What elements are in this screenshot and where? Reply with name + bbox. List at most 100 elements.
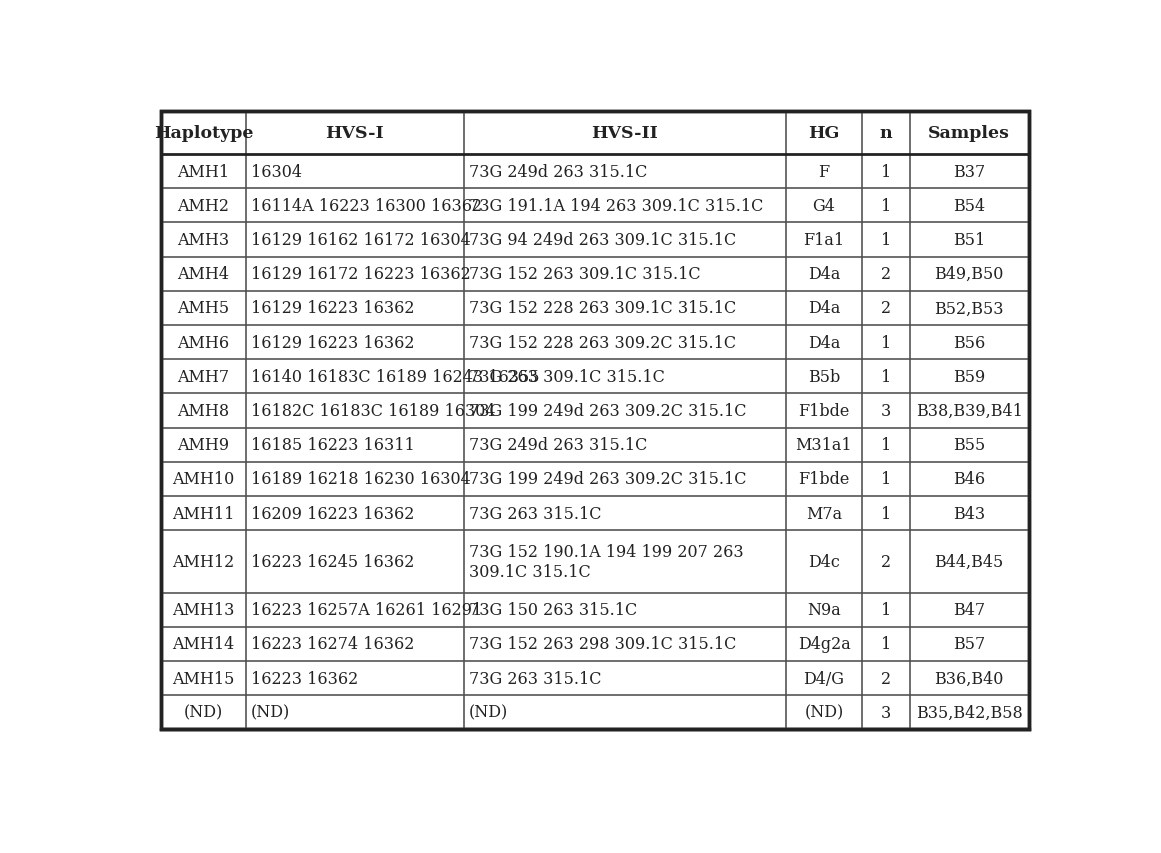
Text: HVS-II: HVS-II — [591, 125, 658, 142]
Text: 73G 263 315.1C: 73G 263 315.1C — [469, 670, 601, 687]
Text: AMH4: AMH4 — [178, 266, 230, 283]
Text: 1: 1 — [881, 635, 890, 653]
Text: D4a: D4a — [808, 300, 841, 317]
Text: B49,B50: B49,B50 — [935, 266, 1004, 283]
Text: B46: B46 — [953, 471, 986, 488]
Text: 1: 1 — [881, 198, 890, 215]
Text: 73G 263 309.1C 315.1C: 73G 263 309.1C 315.1C — [469, 368, 665, 386]
Text: 1: 1 — [881, 368, 890, 386]
Text: B43: B43 — [953, 505, 986, 522]
Text: 3: 3 — [881, 403, 890, 420]
Text: 16223 16245 16362: 16223 16245 16362 — [251, 554, 414, 571]
Text: M7a: M7a — [806, 505, 842, 522]
Text: AMH12: AMH12 — [172, 554, 235, 571]
Text: AMH1: AMH1 — [178, 164, 230, 181]
Text: 73G 249d 263 315.1C: 73G 249d 263 315.1C — [469, 437, 648, 454]
Text: 16129 16162 16172 16304: 16129 16162 16172 16304 — [251, 232, 470, 249]
Text: AMH5: AMH5 — [178, 300, 230, 317]
Text: 2: 2 — [881, 266, 890, 283]
Text: 16223 16274 16362: 16223 16274 16362 — [251, 635, 414, 653]
Text: 1: 1 — [881, 164, 890, 181]
Text: (ND): (ND) — [251, 704, 290, 721]
Text: 16304: 16304 — [251, 164, 302, 181]
Text: B54: B54 — [953, 198, 986, 215]
Text: AMH13: AMH13 — [172, 601, 235, 618]
Text: 73G 199 249d 263 309.2C 315.1C: 73G 199 249d 263 309.2C 315.1C — [469, 471, 747, 488]
Text: F1bde: F1bde — [799, 471, 850, 488]
Text: F1a1: F1a1 — [803, 232, 844, 249]
Text: B59: B59 — [953, 368, 986, 386]
Text: 16129 16172 16223 16362: 16129 16172 16223 16362 — [251, 266, 470, 283]
Text: 73G 152 263 309.1C 315.1C: 73G 152 263 309.1C 315.1C — [469, 266, 700, 283]
Text: (ND): (ND) — [183, 704, 223, 721]
Text: F: F — [819, 164, 830, 181]
Text: AMH2: AMH2 — [178, 198, 230, 215]
Text: 2: 2 — [881, 554, 890, 571]
Text: G4: G4 — [813, 198, 836, 215]
Text: AMH10: AMH10 — [172, 471, 235, 488]
Text: 1: 1 — [881, 471, 890, 488]
Text: 73G 249d 263 315.1C: 73G 249d 263 315.1C — [469, 164, 648, 181]
Text: HG: HG — [808, 125, 839, 142]
Text: N9a: N9a — [807, 601, 841, 618]
Text: 73G 191.1A 194 263 309.1C 315.1C: 73G 191.1A 194 263 309.1C 315.1C — [469, 198, 763, 215]
Text: 73G 152 263 298 309.1C 315.1C: 73G 152 263 298 309.1C 315.1C — [469, 635, 736, 653]
Text: 1: 1 — [881, 601, 890, 618]
Text: B51: B51 — [953, 232, 986, 249]
Text: 16209 16223 16362: 16209 16223 16362 — [251, 505, 414, 522]
Text: 16140 16183C 16189 16243 16355: 16140 16183C 16189 16243 16355 — [251, 368, 540, 386]
Text: B37: B37 — [953, 164, 986, 181]
Text: (ND): (ND) — [805, 704, 844, 721]
Text: B55: B55 — [953, 437, 986, 454]
Text: B38,B39,B41: B38,B39,B41 — [916, 403, 1023, 420]
Text: (ND): (ND) — [469, 704, 509, 721]
Text: Samples: Samples — [929, 125, 1010, 142]
Text: 73G 152 228 263 309.1C 315.1C: 73G 152 228 263 309.1C 315.1C — [469, 300, 736, 317]
Text: 16185 16223 16311: 16185 16223 16311 — [251, 437, 414, 454]
Text: 2: 2 — [881, 670, 890, 687]
Text: 73G 94 249d 263 309.1C 315.1C: 73G 94 249d 263 309.1C 315.1C — [469, 232, 736, 249]
Text: D4g2a: D4g2a — [798, 635, 850, 653]
Text: 16223 16362: 16223 16362 — [251, 670, 359, 687]
Text: M31a1: M31a1 — [795, 437, 852, 454]
Text: D4/G: D4/G — [803, 670, 844, 687]
Text: 1: 1 — [881, 505, 890, 522]
Text: AMH8: AMH8 — [178, 403, 230, 420]
Text: F1bde: F1bde — [799, 403, 850, 420]
Text: Haplotype: Haplotype — [153, 125, 253, 142]
Text: 16129 16223 16362: 16129 16223 16362 — [251, 334, 414, 351]
Text: HVS-I: HVS-I — [325, 125, 384, 142]
Text: B44,B45: B44,B45 — [935, 554, 1004, 571]
Text: n: n — [880, 125, 892, 142]
Text: 16114A 16223 16300 16362: 16114A 16223 16300 16362 — [251, 198, 482, 215]
Text: 16189 16218 16230 16304: 16189 16218 16230 16304 — [251, 471, 470, 488]
Text: 16223 16257A 16261 16291: 16223 16257A 16261 16291 — [251, 601, 482, 618]
Text: D4a: D4a — [808, 334, 841, 351]
Text: AMH6: AMH6 — [178, 334, 230, 351]
Text: 16182C 16183C 16189 16304: 16182C 16183C 16189 16304 — [251, 403, 496, 420]
Text: B57: B57 — [953, 635, 986, 653]
Text: B56: B56 — [953, 334, 986, 351]
Text: 16129 16223 16362: 16129 16223 16362 — [251, 300, 414, 317]
Text: AMH3: AMH3 — [178, 232, 230, 249]
Text: 73G 199 249d 263 309.2C 315.1C: 73G 199 249d 263 309.2C 315.1C — [469, 403, 747, 420]
Text: 3: 3 — [881, 704, 890, 721]
Text: B36,B40: B36,B40 — [935, 670, 1004, 687]
Text: AMH15: AMH15 — [172, 670, 235, 687]
Text: 73G 152 190.1A 194 199 207 263
309.1C 315.1C: 73G 152 190.1A 194 199 207 263 309.1C 31… — [469, 543, 743, 580]
Text: 2: 2 — [881, 300, 890, 317]
Text: D4c: D4c — [808, 554, 839, 571]
Text: B47: B47 — [953, 601, 986, 618]
Text: 73G 263 315.1C: 73G 263 315.1C — [469, 505, 601, 522]
Text: 73G 150 263 315.1C: 73G 150 263 315.1C — [469, 601, 637, 618]
Text: 1: 1 — [881, 232, 890, 249]
Text: AMH7: AMH7 — [178, 368, 230, 386]
Text: AMH14: AMH14 — [172, 635, 235, 653]
Text: AMH11: AMH11 — [172, 505, 235, 522]
Text: 73G 152 228 263 309.2C 315.1C: 73G 152 228 263 309.2C 315.1C — [469, 334, 736, 351]
Text: D4a: D4a — [808, 266, 841, 283]
Text: 1: 1 — [881, 437, 890, 454]
Text: B5b: B5b — [808, 368, 841, 386]
Text: B52,B53: B52,B53 — [935, 300, 1004, 317]
Text: 1: 1 — [881, 334, 890, 351]
